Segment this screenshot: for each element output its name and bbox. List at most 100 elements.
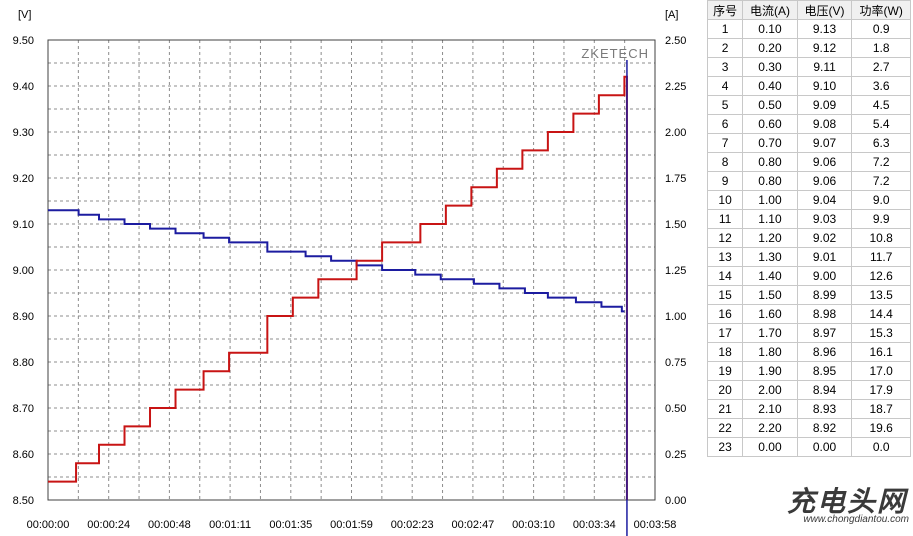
y-right-tick-label: 0.75 (665, 357, 686, 369)
cell-voltage: 9.04 (796, 190, 853, 210)
x-tick-label: 00:03:34 (573, 519, 616, 531)
cell-power: 12.6 (851, 266, 911, 286)
table-row: 4 0.40 9.10 3.6 (706, 76, 911, 96)
x-tick-label: 00:03:58 (634, 519, 677, 531)
cell-current: 1.10 (742, 209, 798, 229)
table-row: 3 0.30 9.11 2.7 (706, 57, 911, 77)
cell-index: 6 (706, 114, 744, 134)
table-row: 14 1.40 9.00 12.6 (706, 266, 911, 286)
y-left-tick-label: 9.50 (13, 35, 34, 47)
y-right-tick-label: 2.50 (665, 35, 686, 47)
table-row: 18 1.80 8.96 16.1 (706, 342, 911, 362)
header-index: 序号 (706, 0, 744, 20)
table-row: 1 0.10 9.13 0.9 (706, 19, 911, 39)
table-row: 9 0.80 9.06 7.2 (706, 171, 911, 191)
y-left-tick-label: 9.00 (13, 265, 34, 277)
cell-current: 1.40 (742, 266, 798, 286)
cell-power: 19.6 (851, 418, 911, 438)
cell-voltage: 8.97 (796, 323, 853, 343)
left-axis-unit: [V] (18, 9, 31, 21)
table-row: 13 1.30 9.01 11.7 (706, 247, 911, 267)
cell-index: 5 (706, 95, 744, 115)
y-left-tick-label: 9.40 (13, 81, 34, 93)
table-row: 8 0.80 9.06 7.2 (706, 152, 911, 172)
y-right-tick-label: 2.25 (665, 81, 686, 93)
cell-current: 1.50 (742, 285, 798, 305)
cell-current: 0.00 (742, 437, 798, 457)
y-right-tick-label: 0.50 (665, 403, 686, 415)
cell-power: 0.9 (851, 19, 911, 39)
cell-index: 4 (706, 76, 744, 96)
chart-panel: ZKETECH [V] [A] 8.50 8.60 8.70 8.80 8.90 9.00 9.1… (13, 9, 686, 536)
cell-index: 3 (706, 57, 744, 77)
cell-voltage: 8.94 (796, 380, 853, 400)
y-left-tick-label: 8.90 (13, 311, 34, 323)
cell-current: 1.00 (742, 190, 798, 210)
cell-power: 9.0 (851, 190, 911, 210)
cell-voltage: 9.13 (796, 19, 853, 39)
cell-index: 23 (706, 437, 744, 457)
cell-current: 0.80 (742, 171, 798, 191)
brand-label: ZKETECH (581, 46, 649, 61)
y-left-tick-label: 9.20 (13, 173, 34, 185)
cell-power: 2.7 (851, 57, 911, 77)
cell-voltage: 9.08 (796, 114, 853, 134)
y-left-tick-label: 8.50 (13, 495, 34, 507)
cell-voltage: 8.99 (796, 285, 853, 305)
cell-voltage: 9.10 (796, 76, 853, 96)
cell-index: 2 (706, 38, 744, 58)
table-row: 11 1.10 9.03 9.9 (706, 209, 911, 229)
cell-current: 1.20 (742, 228, 798, 248)
x-tick-label: 00:01:59 (330, 519, 373, 531)
table-row: 23 0.00 0.00 0.0 (706, 437, 911, 457)
y-right-tick-label: 1.25 (665, 265, 686, 277)
cell-index: 17 (706, 323, 744, 343)
cell-power: 9.9 (851, 209, 911, 229)
table-row: 5 0.50 9.09 4.5 (706, 95, 911, 115)
cell-power: 5.4 (851, 114, 911, 134)
cell-power: 7.2 (851, 152, 911, 172)
cell-index: 18 (706, 342, 744, 362)
cell-current: 1.30 (742, 247, 798, 267)
table-row: 7 0.70 9.07 6.3 (706, 133, 911, 153)
cell-voltage: 9.12 (796, 38, 853, 58)
cell-index: 9 (706, 171, 744, 191)
cell-voltage: 9.07 (796, 133, 853, 153)
cell-current: 1.80 (742, 342, 798, 362)
cell-voltage: 9.01 (796, 247, 853, 267)
cell-power: 15.3 (851, 323, 911, 343)
header-current: 电流(A) (742, 0, 798, 20)
cell-current: 2.10 (742, 399, 798, 419)
cell-current: 0.80 (742, 152, 798, 172)
y-left-tick-label: 8.80 (13, 357, 34, 369)
cell-index: 10 (706, 190, 744, 210)
cell-voltage: 8.93 (796, 399, 853, 419)
x-tick-label: 00:00:24 (87, 519, 130, 531)
cell-voltage: 8.95 (796, 361, 853, 381)
table-header-row: 序号 电流(A) 电压(V) 功率(W) (706, 0, 911, 20)
y-left-tick-label: 8.60 (13, 449, 34, 461)
table-row: 16 1.60 8.98 14.4 (706, 304, 911, 324)
cell-power: 17.0 (851, 361, 911, 381)
cell-power: 17.9 (851, 380, 911, 400)
cell-current: 0.50 (742, 95, 798, 115)
cell-current: 0.60 (742, 114, 798, 134)
cell-index: 19 (706, 361, 744, 381)
x-tick-label: 00:00:00 (27, 519, 70, 531)
cell-index: 12 (706, 228, 744, 248)
y-right-tick-label: 1.00 (665, 311, 686, 323)
cell-power: 3.6 (851, 76, 911, 96)
cell-power: 0.0 (851, 437, 911, 457)
measurement-table: 序号 电流(A) 电压(V) 功率(W) 1 0.10 9.13 0.9 2 0.20 9.… (706, 0, 911, 457)
y-right-tick-label: 0.00 (665, 495, 686, 507)
cell-voltage: 9.11 (796, 57, 853, 77)
table-row: 22 2.20 8.92 19.6 (706, 418, 911, 438)
cell-voltage: 8.96 (796, 342, 853, 362)
x-tick-label: 00:02:47 (451, 519, 494, 531)
plot-frame (47, 39, 656, 501)
cell-power: 1.8 (851, 38, 911, 58)
cell-power: 13.5 (851, 285, 911, 305)
table-row: 12 1.20 9.02 10.8 (706, 228, 911, 248)
voltage-current-chart: ZKETECH [V] [A] 8.50 8.60 8.70 8.80 8.90 9.00 9.1… (13, 9, 686, 536)
cell-index: 22 (706, 418, 744, 438)
